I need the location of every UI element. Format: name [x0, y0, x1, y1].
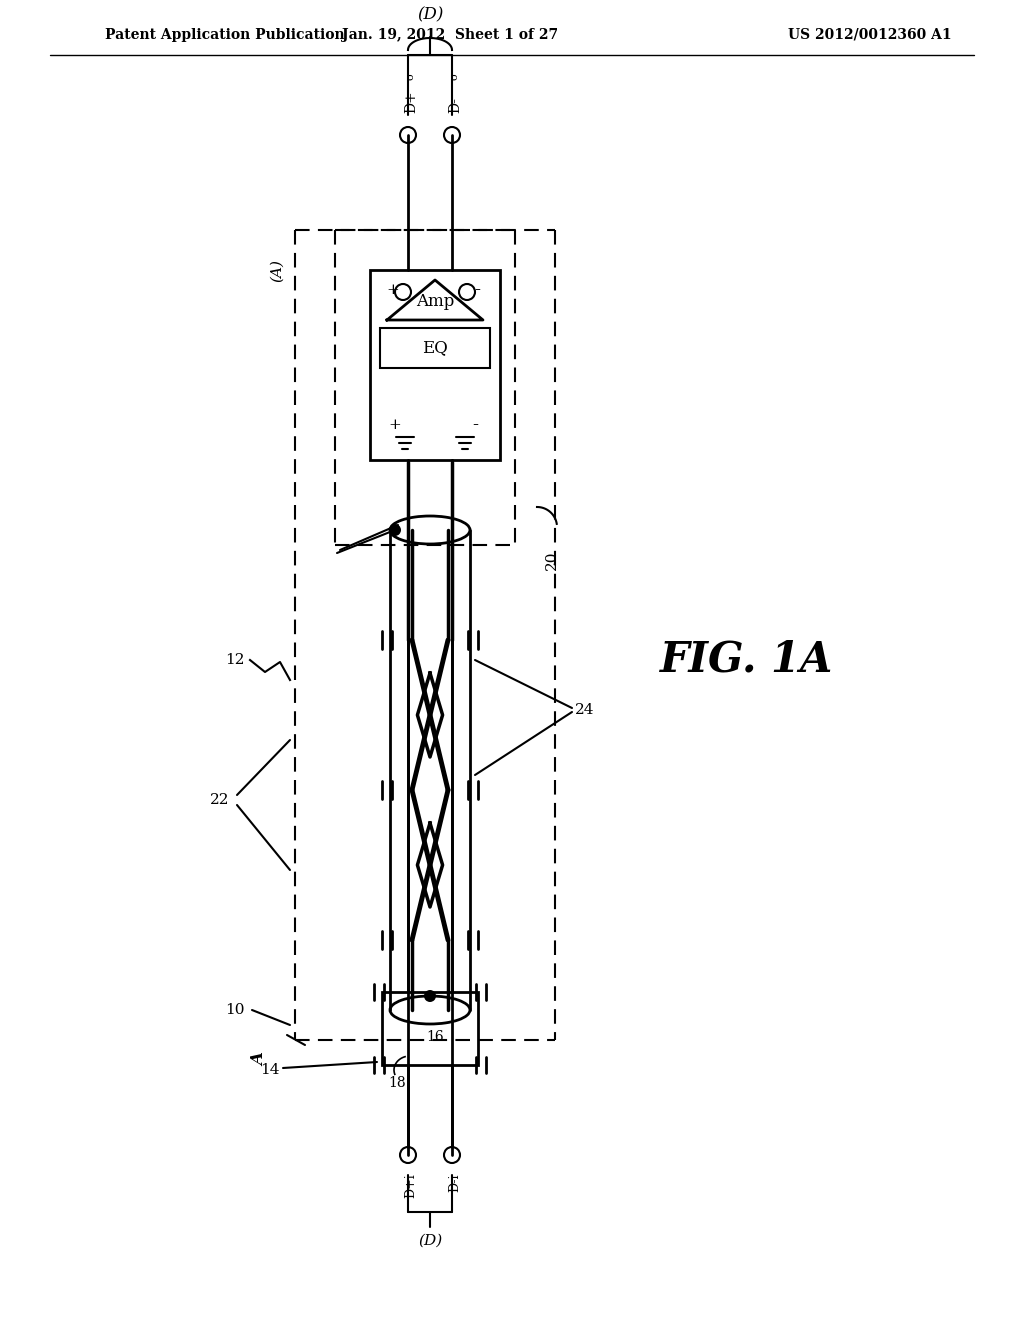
Text: D+i: D+i	[404, 1173, 418, 1197]
Text: EQ: EQ	[422, 339, 447, 356]
Text: 24: 24	[575, 704, 595, 717]
Text: (D): (D)	[417, 7, 443, 24]
Text: -: -	[472, 416, 478, 434]
Text: +: +	[387, 282, 399, 297]
Text: 16: 16	[426, 1030, 443, 1044]
Text: A: A	[252, 1053, 268, 1067]
Circle shape	[424, 990, 436, 1002]
Text: -: -	[474, 281, 480, 300]
Text: +: +	[389, 418, 401, 432]
Text: Patent Application Publication: Patent Application Publication	[105, 28, 345, 42]
Text: Jan. 19, 2012  Sheet 1 of 27: Jan. 19, 2012 Sheet 1 of 27	[342, 28, 558, 42]
Bar	[370, 271, 500, 459]
Bar	[382, 993, 478, 1065]
Text: 10: 10	[225, 1003, 245, 1016]
Text: Amp: Amp	[416, 293, 455, 310]
Text: o: o	[450, 74, 460, 81]
Text: 18: 18	[388, 1076, 406, 1090]
Text: D-: D-	[449, 96, 462, 114]
Text: 14: 14	[260, 1063, 280, 1077]
Text: (A): (A)	[270, 259, 284, 281]
Bar	[380, 327, 490, 368]
Text: o: o	[406, 74, 416, 81]
Text: 22: 22	[210, 793, 229, 807]
Text: 20: 20	[545, 550, 559, 570]
Text: US 2012/0012360 A1: US 2012/0012360 A1	[788, 28, 952, 42]
Circle shape	[389, 524, 401, 536]
Text: D-i: D-i	[449, 1173, 462, 1192]
Text: FIG. 1A: FIG. 1A	[660, 639, 834, 681]
Text: (D): (D)	[418, 1234, 442, 1247]
Text: 12: 12	[225, 653, 245, 667]
Text: D+: D+	[404, 90, 418, 114]
